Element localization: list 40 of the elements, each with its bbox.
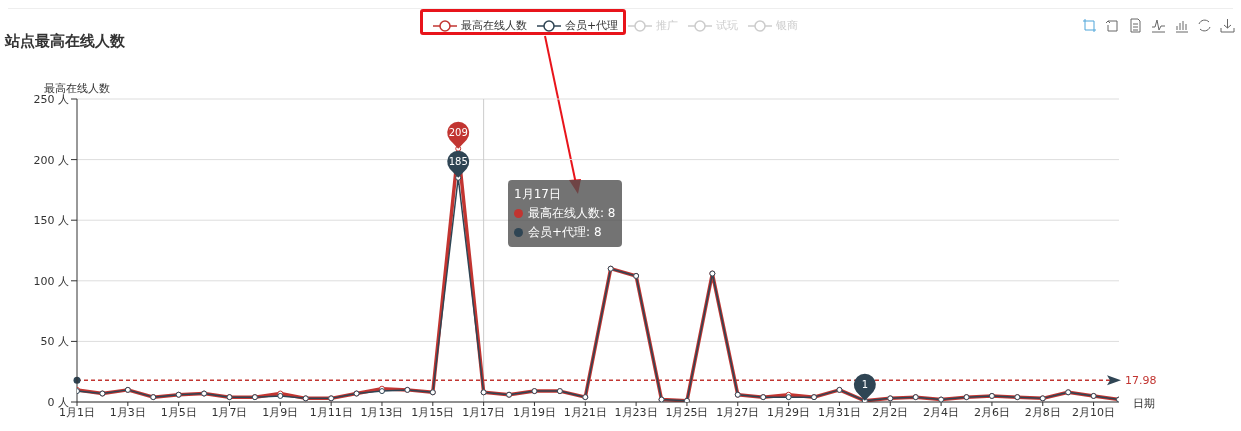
x-tick-label: 1月3日 xyxy=(109,405,146,419)
x-tick-label: 2月4日 xyxy=(923,405,960,419)
x-tick-label: 2月8日 xyxy=(1024,405,1061,419)
pin-marker: 185 xyxy=(447,150,470,178)
x-tick-label: 1月15日 xyxy=(411,405,455,419)
pin-marker: 1 xyxy=(853,373,876,401)
x-tick-label: 1月19日 xyxy=(512,405,556,419)
x-tick-label: 1月23日 xyxy=(614,405,658,419)
ref-line-label: 17.98 xyxy=(1125,373,1157,387)
x-tick-label: 1月27日 xyxy=(716,405,760,419)
annotation: 1 xyxy=(861,379,869,391)
y-tick-label: 150 人 xyxy=(33,214,69,228)
x-axis-title: 日期 xyxy=(1133,396,1155,411)
x-tick-label: 1月21日 xyxy=(563,405,607,419)
x-tick-label: 2月6日 xyxy=(973,405,1010,419)
annotation: 185 xyxy=(448,156,468,168)
y-tick-label: 100 人 xyxy=(33,274,69,288)
annotation: 最高在线人数: 8 xyxy=(527,205,616,222)
x-tick-label: 1月5日 xyxy=(160,405,197,419)
annotation: 会员+代理: 8 xyxy=(527,224,603,241)
annotation: 1月17日 xyxy=(514,186,562,203)
y-tick-label: 200 人 xyxy=(33,153,69,167)
x-tick-label: 1月9日 xyxy=(262,405,299,419)
x-tick-label: 1月25日 xyxy=(665,405,709,419)
x-tick-label: 1月29日 xyxy=(767,405,811,419)
chart-title: 站点最高在线人数 xyxy=(5,32,125,51)
x-tick-label: 2月10日 xyxy=(1072,405,1116,419)
y-tick-label: 250 人 xyxy=(33,92,69,106)
x-tick-label: 1月13日 xyxy=(360,405,404,419)
legend-label: 最高在线人数 xyxy=(461,18,527,33)
x-tick-label: 2月2日 xyxy=(872,405,909,419)
y-tick-label: 50 人 xyxy=(40,335,69,349)
pin-marker: 209 xyxy=(447,121,470,149)
annotation: 209 xyxy=(448,127,468,139)
legend-label: 会员+代理 xyxy=(565,18,619,33)
x-tick-label: 1月31日 xyxy=(817,405,861,419)
y-axis-title: 最高在线人数 xyxy=(44,81,110,95)
x-tick-label: 1月17日 xyxy=(462,405,506,419)
x-tick-label: 1月7日 xyxy=(211,405,248,419)
x-tick-label: 1月11日 xyxy=(309,405,353,419)
